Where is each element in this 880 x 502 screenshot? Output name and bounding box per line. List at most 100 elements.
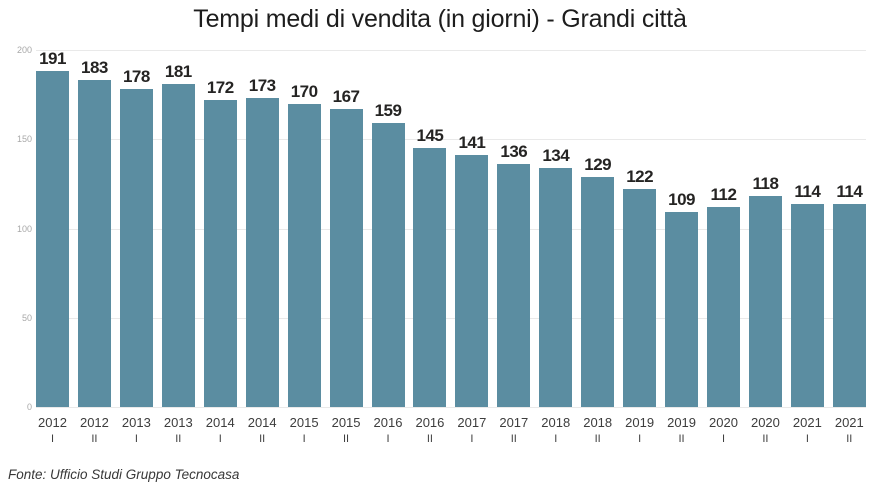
bar[interactable]: [790, 203, 824, 407]
x-axis-label-period: II: [594, 433, 601, 445]
bar[interactable]: [748, 196, 782, 407]
bar[interactable]: [245, 98, 279, 407]
x-axis-label-period: II: [175, 433, 182, 445]
bar-value-label: 136: [500, 142, 528, 162]
x-axis-label-year: 2020: [709, 415, 738, 430]
bars-group: 191 183 178 181 172 173 170 167 159 145 141 136 134 1…: [36, 50, 866, 407]
gridline: [36, 317, 866, 319]
x-axis-label-period: I: [554, 433, 558, 445]
x-axis-label: 2020 II: [749, 415, 782, 445]
x-axis-label: 2018 I: [539, 415, 572, 445]
x-axis-label: 2012 I: [36, 415, 69, 445]
bar-value-label: 134: [542, 145, 570, 165]
bar-value-label: 122: [626, 167, 654, 187]
y-axis-tick-label: 100: [16, 223, 32, 234]
bar-value-label: 172: [206, 77, 234, 97]
x-axis-label-year: 2021: [792, 415, 822, 430]
bar-column: 191: [36, 50, 69, 407]
x-axis-label: 2019 I: [623, 415, 656, 445]
x-axis-label: 2017 II: [497, 415, 530, 445]
gridline: [36, 139, 866, 141]
x-axis-label: 2019 II: [665, 415, 698, 445]
x-axis-label-period: II: [846, 433, 853, 445]
x-axis-label-year: 2015: [331, 415, 361, 430]
x-axis-label-year: 2017: [457, 415, 487, 430]
bar[interactable]: [161, 83, 195, 407]
gridline: [36, 407, 866, 408]
bar-value-label: 191: [39, 49, 66, 68]
bar-column: 141: [455, 50, 489, 407]
bar-value-label: 109: [668, 190, 695, 210]
bar-column: 159: [371, 50, 405, 407]
x-axis-label: 2014 I: [204, 415, 237, 445]
x-axis-label-period: II: [510, 433, 517, 445]
x-axis-label-period: II: [343, 433, 350, 445]
bar[interactable]: [287, 103, 321, 407]
x-axis-label-period: I: [386, 433, 390, 445]
bar[interactable]: [329, 108, 363, 407]
bar-column: 129: [581, 50, 615, 407]
bar[interactable]: [497, 164, 531, 407]
bar-column: 167: [329, 50, 363, 407]
bar[interactable]: [665, 212, 699, 407]
bar[interactable]: [539, 167, 573, 407]
x-axis-label-period: I: [470, 433, 474, 445]
bar-column: 114: [790, 50, 824, 407]
x-axis-label: 2013 II: [162, 415, 195, 445]
bar[interactable]: [581, 176, 615, 407]
bar-column: 170: [287, 50, 321, 407]
y-axis-tick-label: 0: [26, 402, 32, 412]
bar[interactable]: [36, 71, 69, 407]
x-axis-label-year: 2016: [415, 415, 445, 430]
bar[interactable]: [119, 89, 153, 407]
bar-column: 136: [497, 50, 531, 407]
x-axis-label-period: II: [678, 433, 685, 445]
source-note: Fonte: Ufficio Studi Gruppo Tecnocasa: [8, 467, 240, 482]
bar[interactable]: [413, 148, 447, 407]
x-axis-label-year: 2013: [121, 415, 151, 430]
bar[interactable]: [77, 80, 111, 407]
bar-value-label: 118: [752, 174, 779, 194]
plot-area: 191 183 178 181 172 173 170 167 159 145 141 136 134 1…: [36, 50, 866, 408]
bar[interactable]: [455, 155, 489, 407]
x-axis-label: 2017 I: [455, 415, 488, 445]
bar[interactable]: [832, 203, 866, 407]
bar-value-label: 181: [164, 61, 192, 81]
chart-title: Tempi medi di vendita (in giorni) - Gran…: [193, 5, 687, 33]
bar[interactable]: [203, 99, 237, 407]
bar[interactable]: [371, 123, 405, 407]
x-axis-label-period: I: [638, 433, 642, 445]
bar-value-label: 114: [794, 181, 821, 201]
x-axis-label-year: 2018: [583, 415, 613, 430]
bar-column: 181: [161, 50, 195, 407]
x-axis-label-period: I: [218, 433, 222, 445]
x-axis-label-period: I: [721, 433, 726, 445]
gridline: [36, 50, 866, 51]
x-axis-label-period: I: [302, 433, 306, 445]
x-axis-label: 2013 I: [120, 415, 153, 445]
bar-value-label: 114: [836, 181, 863, 201]
x-axis-label: 2012 II: [78, 415, 111, 445]
bar-value-label: 167: [332, 86, 360, 106]
x-axis-label-year: 2014: [247, 415, 277, 430]
x-axis-label-period: II: [259, 433, 266, 445]
bar-value-label: 159: [374, 101, 402, 121]
bar-column: 114: [832, 50, 866, 407]
x-axis-label-period: I: [805, 433, 809, 445]
bar-value-label: 141: [458, 133, 486, 153]
bar-column: 172: [203, 50, 237, 407]
x-axis-label-period: II: [762, 433, 769, 445]
x-axis-label-year: 2016: [373, 415, 403, 430]
bar-value-label: 112: [710, 185, 737, 205]
x-axis-label-year: 2013: [163, 415, 193, 430]
bar[interactable]: [707, 207, 740, 407]
x-axis-label-year: 2018: [541, 415, 571, 430]
bar-column: 122: [623, 50, 657, 407]
x-axis-label-period: II: [91, 433, 98, 445]
x-axis-label-year: 2019: [667, 415, 697, 430]
bar[interactable]: [623, 189, 657, 407]
bar-column: 109: [665, 50, 699, 407]
x-axis-label-year: 2012: [79, 415, 109, 430]
y-axis-tick-label: 200: [16, 45, 32, 55]
bar-value-label: 129: [584, 154, 612, 174]
